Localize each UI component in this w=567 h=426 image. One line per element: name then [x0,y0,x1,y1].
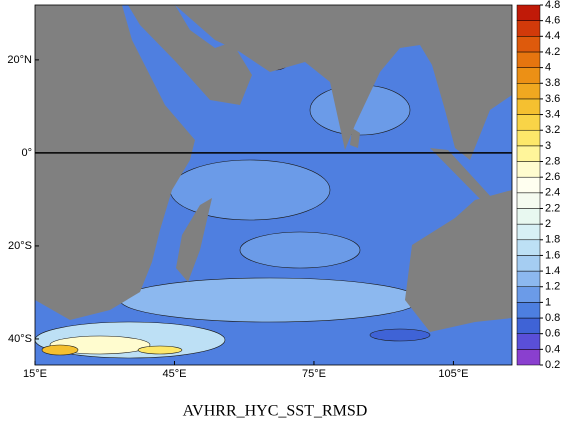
patch [119,277,421,323]
colorbar-label: 3.2 [545,124,560,136]
title: AVHRR_HYC_SST_RMSD [183,403,368,420]
colorbar-label: 2.2 [545,202,560,214]
patch [169,159,331,221]
madagascar [176,198,212,282]
y-tick-label: 20°S [8,240,32,252]
x-tick-label: 15°E [23,368,47,380]
colorbar-label: 1.4 [545,265,560,277]
y-tick-label: 20°N [7,54,32,66]
colorbar-label: 0.6 [545,328,560,340]
patch [369,328,431,342]
colorbar-swatch [516,98,541,115]
colorbar-label: 0.4 [545,343,560,355]
colorbar-swatch [516,176,541,194]
colorbar-swatch [516,302,541,319]
colorbar-label: 4.2 [545,46,560,58]
sri-lanka [350,128,360,148]
colorbar-swatch [516,36,541,53]
colorbar-label: 3 [545,140,551,152]
colorbar-label: 2.8 [545,155,560,167]
sumatra [430,148,492,203]
land [35,5,512,332]
colorbar-label: 1.8 [545,234,560,246]
colorbar-swatch [516,67,541,84]
x-tick-label: 45°E [162,368,186,380]
colorbar-label: 4.8 [545,0,560,11]
asia [175,5,512,160]
australia [405,190,512,332]
colorbar-swatch [516,223,541,241]
colorbar-swatch [516,270,541,287]
map-panel [34,4,513,366]
colorbar-swatch [516,4,541,21]
colorbar-label: 1.2 [545,281,560,293]
colorbar-label: 4 [545,62,551,74]
colorbar-swatch [516,192,541,209]
colorbar-swatch [516,317,541,334]
colorbar-label: 0.2 [545,359,560,371]
colorbar-label: 1.6 [545,249,560,261]
patch [137,345,183,355]
colorbar-swatch [516,161,541,178]
colorbar-swatch [516,129,541,147]
colorbar-label: 2.4 [545,187,560,199]
colorbar-swatch [516,286,541,303]
colorbar-swatch [516,333,541,350]
colorbar-label: 3.8 [545,77,560,89]
colorbar-label: 4.4 [545,30,560,42]
colorbar-label: 4.6 [545,15,560,27]
colorbar-swatch [516,239,541,256]
patch [239,231,361,269]
colorbar-swatch [516,20,541,37]
x-tick-label: 105°E [438,368,468,380]
colorbar-label: 2 [545,218,551,230]
colorbar-label: 0.8 [545,312,560,324]
y-tick-label: 0° [21,147,32,159]
colorbar-swatch [516,51,541,68]
colorbar-label: 3.6 [545,93,560,105]
africa [35,5,195,320]
colorbar-swatch [516,255,541,272]
x-tick-label: 75°E [302,368,326,380]
patch [41,344,79,356]
colorbar-swatch [516,83,541,100]
colorbar-swatch [516,114,541,131]
colorbar-swatch [516,145,541,162]
colorbar-label: 2.6 [545,171,560,183]
frame [34,4,513,366]
colorbar-swatch [516,349,541,366]
arabia [128,5,252,105]
colorbar-label: 3.4 [545,108,560,120]
y-tick-label: 40°S [8,333,32,345]
colorbar-label: 1 [545,296,551,308]
colorbar-swatch [516,208,541,225]
